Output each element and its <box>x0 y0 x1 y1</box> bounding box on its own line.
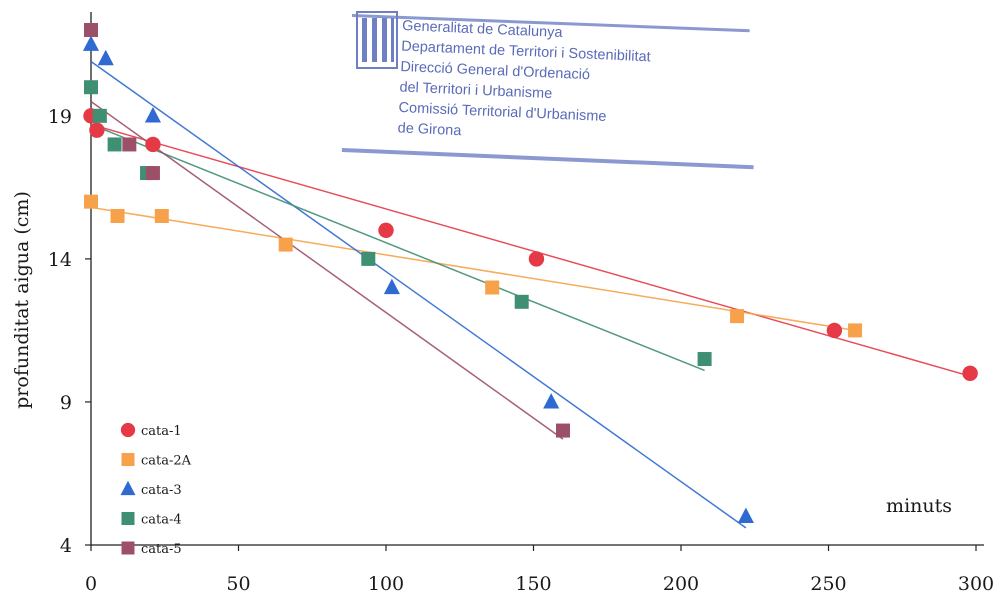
stamp-logo-icon <box>356 11 398 69</box>
y-axis-title: profunditat aigua (cm) <box>11 191 33 409</box>
x-tick-label: 0 <box>85 573 97 595</box>
y-tick-label: 4 <box>60 535 72 557</box>
legend-marker-cata-5 <box>121 541 135 555</box>
data-point-cata-2A <box>485 280 500 295</box>
x-axis-title: minuts <box>886 495 952 517</box>
stamp-top-border <box>351 13 750 33</box>
stamp-line: de Girona <box>397 120 462 139</box>
data-point-cata-4 <box>514 294 529 309</box>
legend-item-cata-2A: cata-2A <box>121 453 192 469</box>
legend-label: cata-5 <box>141 542 182 557</box>
data-point-cata-1 <box>962 365 978 382</box>
trend-line-cata-3 <box>90 60 747 529</box>
legend-item-cata-1: cata-1 <box>120 422 182 439</box>
legend-item-cata-5: cata-5 <box>121 541 182 557</box>
legend-label: cata-2A <box>141 454 192 469</box>
data-point-cata-4 <box>697 352 712 367</box>
data-point-cata-1 <box>145 136 161 153</box>
trend-line-cata-5 <box>90 100 564 440</box>
data-point-cata-1 <box>378 222 394 238</box>
stamp-line: Generalitat de Catalunya <box>402 18 564 41</box>
trend-line-cata-2A <box>90 206 856 332</box>
data-point-cata-4 <box>107 137 122 152</box>
data-point-cata-3 <box>97 49 114 66</box>
data-point-cata-1 <box>89 122 105 138</box>
trend-line-cata-1 <box>90 123 971 377</box>
data-point-cata-2A <box>110 208 125 223</box>
data-point-cata-2A <box>154 208 169 223</box>
data-point-cata-2A <box>730 309 745 324</box>
legend-item-cata-3: cata-3 <box>120 480 182 498</box>
x-tick-label: 300 <box>958 573 994 595</box>
x-tick-label: 250 <box>810 573 846 595</box>
x-tick-label: 100 <box>368 573 404 595</box>
legend-marker-cata-1 <box>120 422 136 438</box>
x-tick-label: 200 <box>663 573 699 595</box>
stamp-bottom-border <box>341 148 754 170</box>
legend-marker-cata-3 <box>120 480 136 496</box>
data-point-cata-2A <box>278 237 293 252</box>
data-point-cata-1 <box>528 251 545 267</box>
trend-lines <box>90 60 971 529</box>
data-point-cata-1 <box>826 322 843 339</box>
data-point-cata-5 <box>122 137 137 152</box>
y-tick-label: 19 <box>48 106 72 128</box>
data-point-cata-3 <box>737 507 754 524</box>
legend-label: cata-4 <box>141 513 182 528</box>
data-point-cata-3 <box>383 278 400 295</box>
trend-line-cata-4 <box>90 123 705 372</box>
data-point-cata-5 <box>84 23 98 37</box>
legend: cata-1 cata-2A cata-3 cata-4 cata-5 <box>120 422 192 557</box>
x-tick-label: 150 <box>515 573 551 595</box>
legend-item-cata-4: cata-4 <box>121 512 182 528</box>
legend-marker-cata-2A <box>121 453 135 466</box>
y-tick-label: 9 <box>60 392 72 414</box>
data-point-cata-5 <box>145 166 160 181</box>
data-point-cata-5 <box>556 423 570 438</box>
axes: 0 50 100 150 200 250 300 4 9 14 19 <box>48 12 994 595</box>
legend-label: cata-3 <box>141 483 182 498</box>
data-point-cata-2A <box>848 323 863 338</box>
data-point-cata-2A <box>84 194 98 209</box>
x-tick-label: 50 <box>226 573 250 595</box>
legend-marker-cata-4 <box>121 512 135 525</box>
data-point-cata-3 <box>82 35 100 51</box>
stamp-line: Direcció General d'Ordenació <box>400 59 590 83</box>
data-point-cata-3 <box>543 393 560 409</box>
stamp-line: del Territori i Urbanisme <box>399 79 552 102</box>
data-point-cata-3 <box>144 107 161 123</box>
data-point-cata-4 <box>361 251 376 266</box>
legend-label: cata-1 <box>141 424 182 439</box>
y-tick-label: 14 <box>48 249 72 271</box>
data-point-cata-4 <box>84 80 98 95</box>
data-points <box>82 23 978 524</box>
data-point-cata-4 <box>92 108 107 123</box>
